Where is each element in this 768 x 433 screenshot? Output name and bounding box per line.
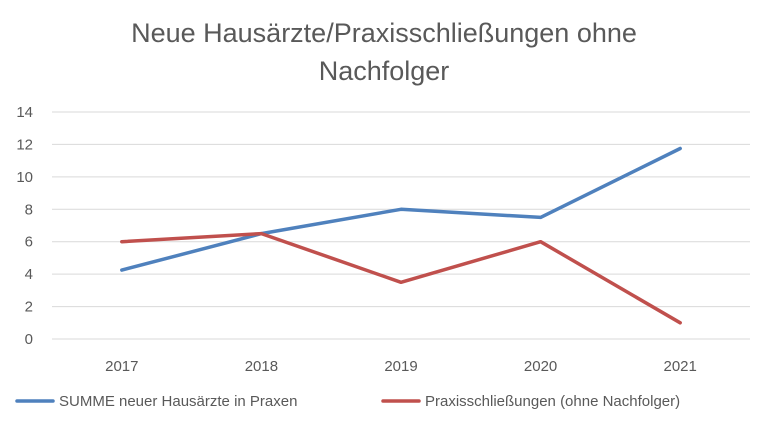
data-point-s0-4 bbox=[679, 147, 682, 150]
y-tick-label: 8 bbox=[25, 201, 33, 218]
y-tick-label: 10 bbox=[16, 169, 33, 186]
data-point-s0-3 bbox=[539, 216, 542, 219]
data-point-s1-2 bbox=[399, 281, 403, 284]
y-tick-label: 0 bbox=[25, 331, 33, 348]
legend-label-0: SUMME neuer Hausärzte in Praxen bbox=[59, 393, 297, 410]
chart-title-line-2: Nachfolger bbox=[318, 56, 450, 86]
data-point-s1-3 bbox=[539, 240, 542, 243]
chart-title: Neue Hausärzte/Praxisschließungen ohne N… bbox=[0, 14, 768, 90]
data-point-s0-0 bbox=[120, 268, 124, 272]
x-tick-label: 2019 bbox=[384, 358, 417, 375]
data-point-s1-0 bbox=[120, 240, 124, 243]
y-tick-label: 12 bbox=[16, 136, 33, 153]
x-tick-label: 2020 bbox=[524, 358, 557, 375]
x-tick-label: 2021 bbox=[664, 358, 697, 375]
y-tick-label: 4 bbox=[25, 266, 33, 283]
data-point-s0-2 bbox=[399, 208, 403, 211]
y-tick-label: 2 bbox=[25, 299, 33, 316]
x-tick-label: 2018 bbox=[245, 358, 278, 375]
y-tick-label: 6 bbox=[25, 234, 33, 251]
data-point-s1-1 bbox=[260, 232, 263, 235]
chart-title-line-1: Neue Hausärzte/Praxisschließungen ohne bbox=[131, 18, 637, 48]
x-tick-label: 2017 bbox=[105, 358, 138, 375]
y-tick-label: 14 bbox=[16, 104, 33, 121]
legend-label-1: Praxisschließungen (ohne Nachfolger) bbox=[425, 393, 680, 410]
data-point-s1-4 bbox=[679, 321, 682, 324]
